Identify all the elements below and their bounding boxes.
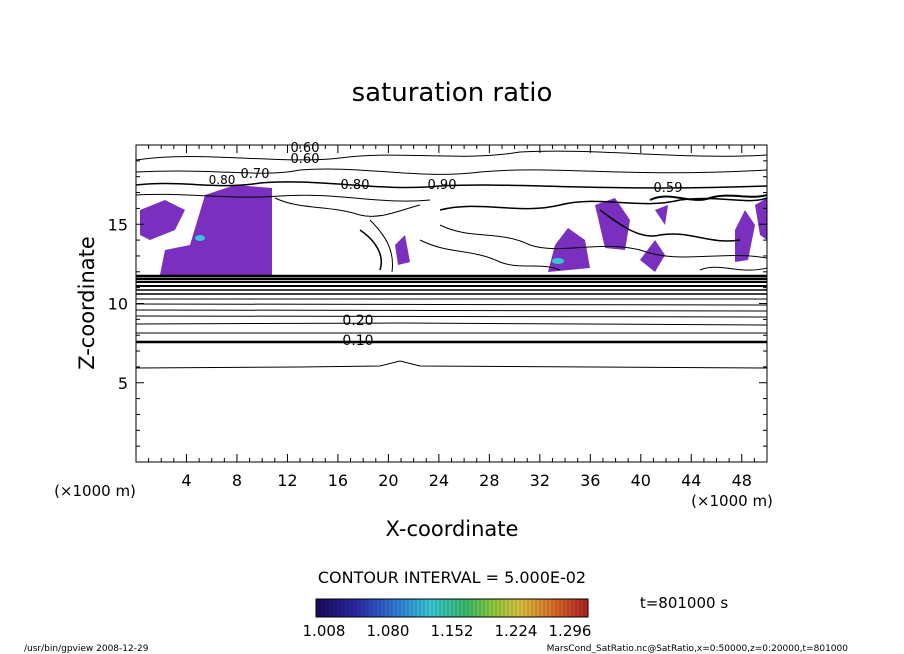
chart-title: saturation ratio: [352, 78, 553, 108]
x-unit-label: (×1000 m): [691, 492, 773, 510]
footer-program: /usr/bin/gpview 2008-12-29: [24, 644, 149, 654]
time-label: t=801000 s: [640, 594, 728, 612]
contour-lines: [136, 150, 767, 369]
contour-label: 0.90: [428, 178, 457, 193]
y-tick-label: 5: [118, 374, 128, 393]
x-tick-label: 36: [580, 471, 600, 490]
contour-label: 0.20: [342, 313, 373, 329]
x-tick-label: 8: [232, 471, 242, 490]
supersaturation-fill: [140, 185, 767, 275]
x-tick-label: 40: [631, 471, 651, 490]
x-tick-label: 32: [530, 471, 550, 490]
contour-value-labels: 0.60 0.60 0.70 0.80 0.80 0.90 0.59 0.10 …: [209, 141, 683, 349]
x-tick-label: 20: [378, 471, 398, 490]
contour-label: 0.60: [291, 152, 320, 167]
contour-interval-label: CONTOUR INTERVAL = 5.000E-02: [318, 568, 586, 587]
colorbar-tick-labels: 1.008 1.080 1.152 1.224 1.296: [303, 622, 592, 640]
x-tick-label: 44: [681, 471, 701, 490]
z-unit-label: (×1000 m): [54, 482, 136, 500]
x-tick-label: 28: [479, 471, 499, 490]
x-axis-label: X-coordinate: [386, 517, 519, 541]
x-tick-label: 16: [328, 471, 348, 490]
y-tick-label: 15: [108, 215, 128, 234]
x-tick-label: 4: [181, 471, 191, 490]
contour-label: 0.10: [342, 333, 373, 349]
contour-label: 0.70: [241, 167, 270, 182]
colorbar-tick-label: 1.080: [367, 622, 410, 640]
colorbar: [315, 598, 589, 618]
colorbar-tick-label: 1.224: [495, 622, 538, 640]
x-tick-label: 48: [732, 471, 752, 490]
colorbar-tick-label: 1.008: [303, 622, 346, 640]
contour-label: 0.80: [209, 173, 236, 187]
contour-label: 0.80: [341, 178, 370, 193]
y-axis-ticks: 5 10 15: [108, 160, 767, 447]
y-axis-label: Z-coordinate: [75, 236, 99, 370]
contour-label: 0.59: [654, 181, 683, 196]
colorbar-tick-label: 1.296: [549, 622, 592, 640]
x-tick-label: 12: [277, 471, 297, 490]
footer-source: MarsCond_SatRatio.nc@SatRatio,x=0:50000,…: [547, 644, 849, 654]
colorbar-divisions: [319, 599, 585, 617]
colorbar-tick-label: 1.152: [431, 622, 474, 640]
x-axis-ticks: 4 8 12 16 20 24 28 32 36 40 44 48: [148, 145, 755, 490]
x-tick-label: 24: [429, 471, 449, 490]
y-tick-label: 10: [108, 295, 128, 314]
